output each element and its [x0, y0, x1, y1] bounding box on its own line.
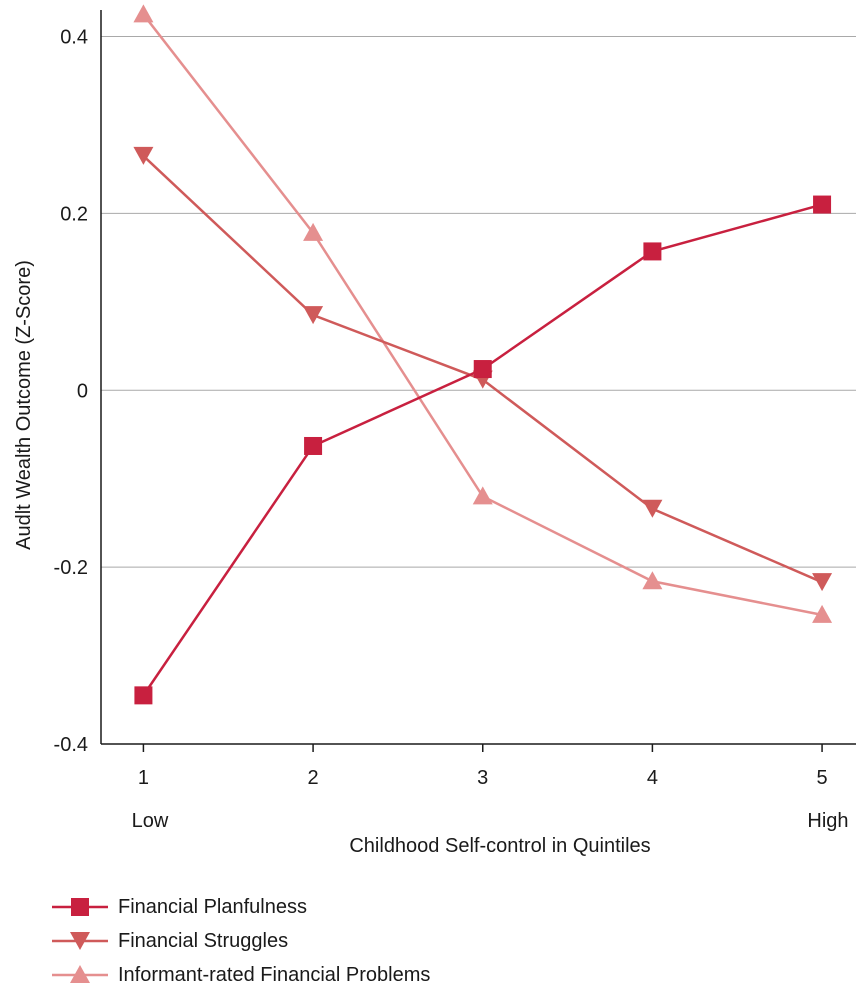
- x-tick-label: 2: [308, 767, 319, 789]
- y-ticks: 0.4 0.2 0 -0.2 -0.4: [54, 27, 88, 756]
- x-tick-label: 1: [138, 767, 149, 789]
- y-tick-label: 0: [77, 380, 88, 402]
- x-tick-label: 5: [817, 767, 828, 789]
- data-point-0: [134, 686, 153, 705]
- legend-swatch: [52, 965, 108, 983]
- data-point-2: [812, 604, 833, 623]
- data-point-1: [303, 306, 324, 325]
- legend: Financial Planfulness Financial Struggles…: [50, 890, 650, 992]
- line-chart: 0.4 0.2 0 -0.2 -0.4 1 2 3 4 5 Audlt Wealth Outco…: [13, 4, 856, 857]
- x-ticks: 1 2 3 4 5: [138, 744, 828, 789]
- data-point-2: [642, 571, 663, 590]
- legend-label: Financial Planfulness: [118, 895, 307, 918]
- legend-item: Financial Planfulness: [50, 890, 650, 924]
- x-end-label-high: High: [807, 810, 848, 832]
- gridlines: [101, 36, 856, 568]
- data-point-0: [813, 195, 832, 214]
- x-end-label-low: Low: [132, 810, 169, 832]
- data-point-0: [304, 436, 323, 455]
- legend-swatch-marker: [71, 898, 89, 916]
- series-line-2: [142, 13, 823, 617]
- legend-swatch: [52, 898, 108, 916]
- data-point-1: [642, 499, 663, 518]
- legend-swatch: [52, 932, 108, 950]
- data-point-0: [473, 360, 492, 379]
- series-line-0: [142, 203, 823, 697]
- legend-label: Financial Struggles: [118, 929, 289, 952]
- data-point-2: [133, 4, 154, 23]
- legend-swatch-marker: [70, 965, 90, 983]
- series-lines: [142, 13, 823, 697]
- x-tick-label: 3: [477, 767, 488, 789]
- legend-item: Informant-rated Financial Problems: [50, 958, 650, 992]
- data-point-2: [472, 486, 493, 505]
- axes: [100, 10, 856, 745]
- data-point-1: [812, 573, 833, 592]
- legend-label: Informant-rated Financial Problems: [118, 963, 431, 986]
- y-tick-label: 0.4: [60, 27, 88, 49]
- y-tick-label: -0.2: [54, 557, 88, 579]
- legend-swatch-marker: [70, 932, 90, 950]
- series-markers: [133, 4, 833, 705]
- y-tick-label: 0.2: [60, 203, 88, 225]
- data-point-1: [133, 146, 154, 165]
- y-tick-label: -0.4: [54, 734, 88, 756]
- data-point-2: [303, 222, 324, 241]
- x-tick-label: 4: [647, 767, 658, 789]
- x-axis-title: Childhood Self-control in Quintiles: [349, 835, 650, 857]
- y-axis-title: Audlt Wealth Outcome (Z-Score): [13, 260, 35, 550]
- data-point-0: [643, 242, 662, 261]
- legend-item: Financial Struggles: [50, 924, 650, 958]
